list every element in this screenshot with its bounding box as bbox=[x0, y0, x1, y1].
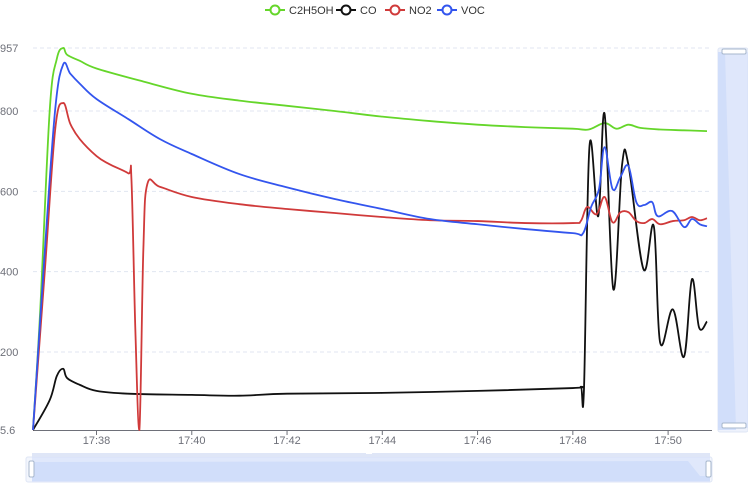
y-axis: 957 800 600 400 200 5.6 bbox=[0, 43, 18, 437]
legend-item-co[interactable]: CO bbox=[336, 4, 377, 17]
y-tick-label: 957 bbox=[0, 43, 18, 55]
y-tick-label: 600 bbox=[0, 186, 18, 198]
x-tick-label: 17:46 bbox=[464, 435, 492, 447]
y-tick-label: 400 bbox=[0, 267, 18, 279]
series-line-c2h5oh bbox=[32, 47, 708, 431]
right-datazoom-slider[interactable] bbox=[717, 47, 748, 433]
y-tick-label: 5.6 bbox=[0, 425, 15, 437]
y-tick-label: 200 bbox=[0, 347, 18, 359]
series-lines bbox=[32, 47, 708, 431]
bottom-slider-handle-right[interactable] bbox=[705, 460, 712, 478]
legend-label: VOC bbox=[461, 5, 485, 17]
x-tick-label: 17:44 bbox=[369, 435, 397, 447]
x-tick-label: 17:40 bbox=[178, 435, 206, 447]
legend-label: CO bbox=[360, 5, 377, 17]
legend-circle-icon bbox=[441, 4, 453, 16]
legend-item-c2h5oh[interactable]: C2H5OH bbox=[265, 4, 334, 17]
bottom-slider-handle-left[interactable] bbox=[28, 460, 35, 478]
legend-item-voc[interactable]: VOC bbox=[437, 4, 485, 17]
right-slider-selection[interactable] bbox=[718, 52, 748, 428]
x-tick-label: 17:42 bbox=[273, 435, 301, 447]
bottom-slider-selection[interactable] bbox=[32, 457, 710, 482]
right-slider-handle-bottom[interactable] bbox=[721, 422, 747, 429]
series-line-co bbox=[32, 112, 708, 431]
legend[interactable]: C2H5OH CO NO2 VOC bbox=[265, 4, 485, 17]
legend-circle-icon bbox=[389, 4, 401, 16]
y-tick-label: 800 bbox=[0, 106, 18, 118]
legend-label: NO2 bbox=[409, 5, 432, 17]
x-tick-label: 17:48 bbox=[559, 435, 587, 447]
legend-circle-icon bbox=[269, 4, 281, 16]
bottom-slider-move-handle[interactable] bbox=[366, 452, 372, 454]
legend-label: C2H5OH bbox=[289, 5, 334, 17]
x-axis: 17:38 17:40 17:42 17:44 17:46 17:48 17:50 bbox=[33, 430, 712, 447]
x-tick-label: 17:50 bbox=[654, 435, 682, 447]
legend-item-no2[interactable]: NO2 bbox=[385, 4, 432, 17]
series-line-voc bbox=[32, 61, 708, 431]
x-tick-label: 17:38 bbox=[83, 435, 111, 447]
series-line-no2 bbox=[32, 102, 708, 431]
bottom-datazoom-slider[interactable] bbox=[25, 452, 713, 483]
legend-circle-icon bbox=[340, 4, 352, 16]
right-slider-handle-top[interactable] bbox=[721, 48, 747, 55]
